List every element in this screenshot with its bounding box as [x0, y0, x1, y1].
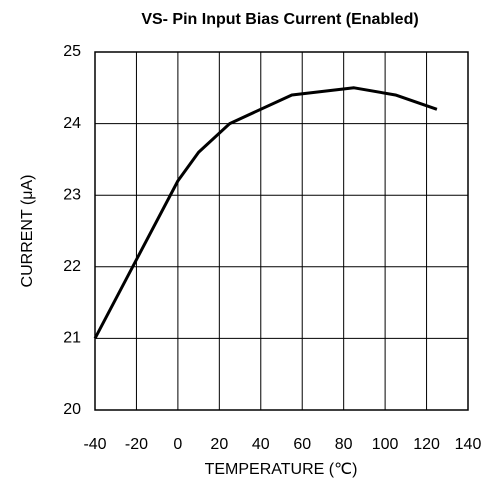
x-axis-label: TEMPERATURE (℃)	[205, 461, 358, 478]
y-tick-label: 24	[63, 115, 81, 132]
y-tick-label: 22	[63, 258, 81, 275]
x-tick-label: 20	[210, 436, 228, 453]
x-tick-label: 80	[335, 436, 353, 453]
x-tick-label: -40	[83, 436, 106, 453]
plot-frame	[94, 51, 469, 411]
y-axis-label: CURRENT (μA)	[19, 175, 36, 288]
x-tick-label: 60	[293, 436, 311, 453]
x-tick-label: 0	[173, 436, 182, 453]
data-line	[93, 86, 438, 340]
x-tick-label: 100	[372, 436, 399, 453]
x-tick-label: 140	[455, 436, 482, 453]
x-tick-label: 40	[252, 436, 270, 453]
y-tick-label: 21	[63, 330, 81, 347]
y-tick-label: 23	[63, 186, 81, 203]
chart-title: VS- Pin Input Bias Current (Enabled)	[141, 11, 418, 28]
y-tick-label: 25	[63, 43, 81, 60]
x-tick-label: 120	[413, 436, 440, 453]
x-tick-label: -20	[125, 436, 148, 453]
y-tick-label: 20	[63, 401, 81, 418]
